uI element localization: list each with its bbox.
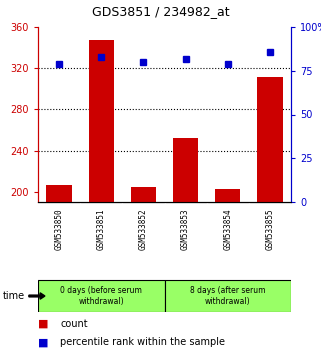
Bar xyxy=(89,40,114,354)
Text: ■: ■ xyxy=(38,319,48,329)
Text: GSM533852: GSM533852 xyxy=(139,208,148,250)
Bar xyxy=(131,187,156,354)
Text: ■: ■ xyxy=(38,337,48,347)
Bar xyxy=(257,78,282,354)
Text: GSM533853: GSM533853 xyxy=(181,208,190,250)
Text: 0 days (before serum
withdrawal): 0 days (before serum withdrawal) xyxy=(60,286,142,306)
Bar xyxy=(47,184,72,354)
Text: GSM533851: GSM533851 xyxy=(97,208,106,250)
Text: 8 days (after serum
withdrawal): 8 days (after serum withdrawal) xyxy=(190,286,265,306)
Text: count: count xyxy=(60,319,88,329)
Text: time: time xyxy=(3,291,25,301)
Text: GSM533855: GSM533855 xyxy=(265,208,274,250)
Text: percentile rank within the sample: percentile rank within the sample xyxy=(60,337,225,347)
Bar xyxy=(164,280,291,312)
Text: GSM533854: GSM533854 xyxy=(223,208,232,250)
Bar xyxy=(215,189,240,354)
Text: GDS3851 / 234982_at: GDS3851 / 234982_at xyxy=(92,5,229,18)
Bar xyxy=(38,280,164,312)
Text: GSM533850: GSM533850 xyxy=(55,208,64,250)
Bar xyxy=(173,138,198,354)
